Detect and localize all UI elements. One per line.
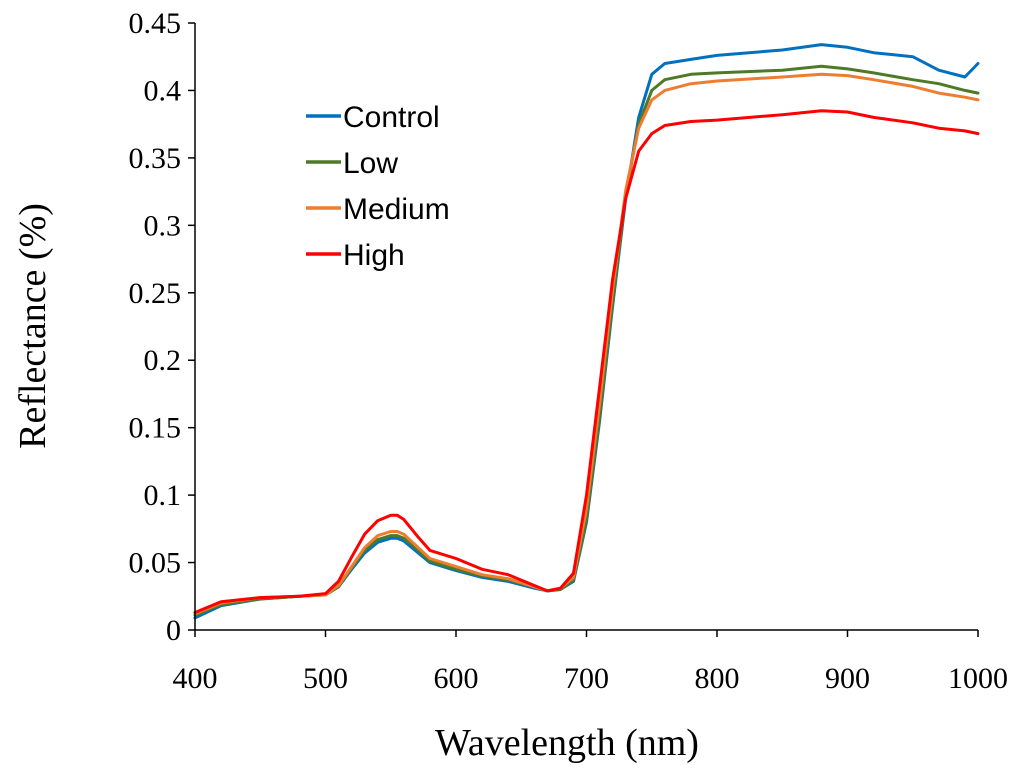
x-tick-label: 900 [825, 662, 870, 695]
x-tick-label: 700 [564, 662, 609, 695]
y-tick-label: 0.05 [129, 547, 182, 580]
y-tick-label: 0.25 [129, 277, 182, 310]
x-tick-label: 400 [173, 662, 218, 695]
legend-label-control: Control [343, 101, 440, 134]
y-tick-label: 0.4 [144, 74, 182, 107]
x-tick-label: 800 [695, 662, 740, 695]
y-tick-label: 0.35 [129, 142, 182, 175]
x-tick-label: 600 [434, 662, 479, 695]
series-line-high [193, 109, 980, 614]
legend: Control Low Medium High [306, 101, 450, 272]
x-axis-title: Wavelength (nm) [435, 722, 699, 764]
series-lines [193, 43, 980, 620]
axes: 0 0.05 0.1 0.15 0.2 0.25 0.3 0.35 0.4 0.45 400 500 6… [129, 7, 1009, 695]
y-tick-label: 0 [166, 614, 181, 647]
legend-label-high: High [343, 239, 405, 272]
x-tick-label: 1000 [948, 662, 1008, 695]
y-tick-label: 0.2 [144, 344, 182, 377]
x-tick-label: 500 [303, 662, 348, 695]
legend-label-low: Low [343, 147, 398, 180]
y-tick-label: 0.45 [129, 7, 182, 40]
y-tick-label: 0.1 [144, 479, 182, 512]
legend-label-medium: Medium [343, 193, 450, 226]
y-axis-title: Reflectance (%) [12, 203, 54, 449]
y-tick-label: 0.15 [129, 412, 182, 445]
y-tick-label: 0.3 [144, 209, 182, 242]
